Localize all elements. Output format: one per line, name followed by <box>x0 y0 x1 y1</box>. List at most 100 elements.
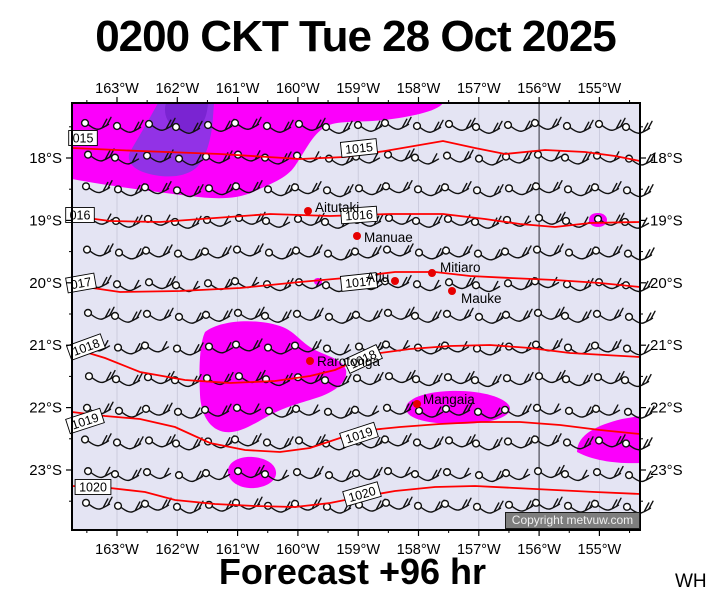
svg-text:015: 015 <box>73 132 94 146</box>
wind-barb <box>384 369 416 384</box>
wind-barb <box>233 464 265 479</box>
wind-barb <box>564 404 596 418</box>
wind-barb <box>264 404 296 418</box>
wind-barb <box>260 469 290 482</box>
lon-label-bottom: 158°W <box>397 542 441 558</box>
wind-barb <box>113 499 145 513</box>
isobar-1015 <box>71 140 641 162</box>
wind-barb <box>110 467 142 482</box>
wind-barb <box>80 433 112 447</box>
wind-barb <box>381 180 413 194</box>
wind-barb <box>441 244 473 258</box>
wind-barb <box>440 181 472 195</box>
isobar-label-1020: 1020 <box>342 481 382 507</box>
lon-label-bottom: 162°W <box>155 542 199 558</box>
wind-barb <box>351 466 383 481</box>
wind-barb <box>201 308 233 322</box>
wind-barb <box>290 181 322 195</box>
island-label-rarotonga: Rarotonga <box>317 354 381 369</box>
wind-barb <box>200 403 232 417</box>
wind-barb <box>594 434 626 448</box>
lat-label-right: 22°S <box>650 400 683 417</box>
wind-barb <box>623 405 655 419</box>
wind-barb <box>83 306 115 320</box>
wind-barb <box>113 183 145 197</box>
lon-label-bottom: 161°W <box>216 542 260 558</box>
lon-label-top: 157°W <box>457 81 501 97</box>
wind-barb <box>110 153 140 165</box>
island-label-atiu: Atiu <box>366 270 389 285</box>
island-label-manuae: Manuae <box>364 230 413 245</box>
wind-barb <box>412 279 442 292</box>
wind-barb <box>472 500 504 514</box>
copyright-watermark: Copyright metvuw.com <box>505 512 640 529</box>
map-border <box>71 102 641 531</box>
lat-label-right: 18°S <box>650 150 683 167</box>
wind-barb <box>563 499 595 513</box>
wind-barb <box>83 466 113 479</box>
wind-barb <box>380 116 412 130</box>
wind-barb <box>171 120 203 134</box>
wind-barb <box>592 465 624 480</box>
precip-area-moderate <box>227 456 277 489</box>
wind-barb <box>230 433 262 447</box>
wind-barb <box>112 436 144 450</box>
svg-text:1016: 1016 <box>345 208 374 224</box>
wind-barb <box>503 276 535 291</box>
wind-barb <box>502 371 534 386</box>
wind-barb <box>232 243 264 257</box>
island-dot-mangaia <box>413 400 421 408</box>
wind-barb <box>624 470 654 483</box>
wind-barb <box>141 402 173 416</box>
wind-barb <box>112 119 144 133</box>
wind-barb <box>531 180 563 194</box>
lon-label-top: 162°W <box>155 81 199 97</box>
lon-label-top: 163°W <box>95 81 139 97</box>
lon-label-top: 160°W <box>276 81 320 97</box>
lon-label-bottom: 155°W <box>578 542 622 558</box>
wind-barb <box>410 153 440 165</box>
wind-barb <box>472 342 504 356</box>
isobar-label-1017: 1017 <box>339 272 379 292</box>
wind-barb <box>142 149 174 163</box>
lat-label-right: 20°S <box>650 275 683 292</box>
lat-label-right: 19°S <box>650 212 683 229</box>
wind-barb <box>532 243 564 257</box>
lon-label-bottom: 157°W <box>457 542 501 558</box>
lon-label-top: 159°W <box>336 81 380 97</box>
wind-barb <box>622 184 654 198</box>
chart-title: 0200 CKT Tue 28 Oct 2025 <box>95 12 617 61</box>
wind-barb <box>561 372 593 387</box>
wind-barb <box>590 339 622 353</box>
lon-label-bottom: 163°W <box>95 542 139 558</box>
wind-barb <box>501 308 533 322</box>
wind-barb <box>233 306 265 320</box>
wind-barb <box>560 469 590 482</box>
author-initials: WH <box>675 571 707 592</box>
island-dot-atiu <box>391 277 399 285</box>
isobar-1016 <box>71 213 641 228</box>
wind-barb <box>382 243 414 257</box>
lat-label-right: 21°S <box>650 337 683 354</box>
wind-barb <box>562 119 594 133</box>
isobar-label-1020: 1020 <box>74 479 112 495</box>
lon-label-bottom: 159°W <box>336 542 380 558</box>
wind-barb <box>201 150 233 164</box>
wind-barb <box>380 433 412 447</box>
wind-barb <box>81 180 113 194</box>
wind-barb <box>140 341 170 353</box>
svg-text:1017: 1017 <box>344 274 373 291</box>
wind-barb <box>623 247 655 261</box>
wind-barb <box>442 149 474 163</box>
wind-barb <box>234 369 266 384</box>
wind-barb <box>410 309 442 323</box>
svg-text:1020: 1020 <box>79 481 107 495</box>
isobar-label-1015: 1015 <box>339 138 379 158</box>
svg-text:1015: 1015 <box>344 140 373 157</box>
wind-barb <box>381 496 413 510</box>
wind-barb <box>411 214 443 228</box>
wind-barb <box>173 407 203 419</box>
wind-barb <box>441 402 473 416</box>
wind-barb <box>471 437 503 451</box>
